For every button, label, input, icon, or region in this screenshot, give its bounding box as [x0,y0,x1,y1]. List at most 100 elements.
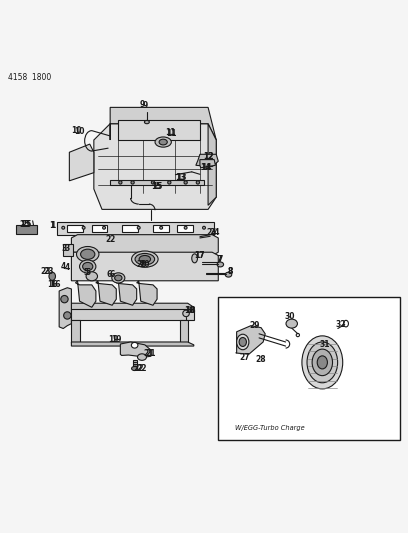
Ellipse shape [202,227,205,229]
Polygon shape [110,180,204,185]
Ellipse shape [239,337,246,346]
Ellipse shape [103,227,105,229]
Text: 13: 13 [176,173,187,182]
Text: 30: 30 [284,312,295,321]
Text: 23: 23 [40,268,51,276]
Ellipse shape [183,310,189,317]
Text: 24: 24 [206,228,217,237]
Polygon shape [71,303,194,320]
Ellipse shape [160,227,162,229]
Text: 7: 7 [217,255,223,264]
Bar [218,297,400,440]
Ellipse shape [82,227,85,229]
Polygon shape [75,281,96,308]
Ellipse shape [119,181,122,184]
Polygon shape [236,326,265,354]
Ellipse shape [184,227,187,229]
Polygon shape [71,235,218,255]
Text: 1: 1 [50,221,55,230]
Ellipse shape [196,181,200,184]
Text: 25: 25 [19,220,30,229]
Text: 8: 8 [228,268,233,276]
Ellipse shape [302,336,343,389]
Ellipse shape [155,137,171,147]
Text: 7: 7 [217,255,222,264]
Text: 21: 21 [144,349,154,358]
Text: 22: 22 [137,364,147,373]
Text: 2: 2 [110,236,115,245]
Text: 3: 3 [65,245,70,254]
Ellipse shape [115,275,122,281]
Ellipse shape [64,312,71,319]
Text: 22: 22 [133,364,144,373]
Ellipse shape [112,273,125,283]
Text: 31: 31 [319,341,330,349]
Text: 19: 19 [111,335,122,344]
Ellipse shape [159,139,167,145]
Polygon shape [116,281,137,305]
Polygon shape [120,342,151,357]
Ellipse shape [135,254,155,265]
Polygon shape [196,154,218,166]
Ellipse shape [131,251,158,268]
Polygon shape [71,252,218,281]
Polygon shape [133,360,137,367]
Text: 2: 2 [106,236,111,245]
Polygon shape [57,222,214,235]
Text: 18: 18 [185,305,196,314]
Text: W/EGG-Turbo Charge: W/EGG-Turbo Charge [235,425,304,431]
Polygon shape [180,320,188,343]
Ellipse shape [168,181,171,184]
Bar [177,225,193,232]
Text: 17: 17 [194,251,204,260]
Text: 24: 24 [209,228,220,237]
Ellipse shape [307,342,338,383]
Bar [67,225,83,232]
Text: 14: 14 [200,163,211,172]
Ellipse shape [184,181,187,184]
Text: 15: 15 [152,182,162,191]
Polygon shape [94,124,216,209]
Ellipse shape [131,181,134,184]
Ellipse shape [49,272,55,280]
Bar [122,225,138,232]
Text: 15: 15 [151,182,161,191]
Text: 12: 12 [203,152,213,161]
Polygon shape [208,124,216,205]
Ellipse shape [82,262,93,271]
Ellipse shape [217,262,224,267]
Text: 4: 4 [65,263,70,272]
Text: 12: 12 [203,152,213,161]
Text: 6: 6 [110,270,115,279]
Ellipse shape [139,255,151,263]
Text: 17: 17 [195,251,205,260]
Text: 21: 21 [145,349,155,358]
Text: 4: 4 [61,262,66,271]
Ellipse shape [80,249,95,260]
Ellipse shape [137,227,140,229]
Text: 10: 10 [74,126,85,135]
Text: 16: 16 [47,280,58,289]
Ellipse shape [137,354,146,360]
Text: 18: 18 [184,305,195,314]
Text: 19: 19 [108,335,119,344]
Ellipse shape [192,254,197,263]
Polygon shape [71,342,194,346]
Ellipse shape [77,246,99,262]
Text: 8: 8 [227,268,233,276]
Ellipse shape [151,181,155,184]
Text: 25: 25 [21,220,32,229]
Text: 27: 27 [239,352,250,361]
Polygon shape [63,244,73,256]
Ellipse shape [80,260,96,273]
Text: 5: 5 [84,268,89,277]
Text: 14: 14 [201,163,211,172]
Text: 10: 10 [71,126,82,135]
Ellipse shape [131,367,138,370]
Text: 28: 28 [256,355,266,364]
Text: 11: 11 [165,128,176,137]
Text: 3: 3 [62,245,67,254]
Polygon shape [71,320,80,343]
Text: 4158  1800: 4158 1800 [8,72,51,82]
Text: 1: 1 [51,221,55,230]
